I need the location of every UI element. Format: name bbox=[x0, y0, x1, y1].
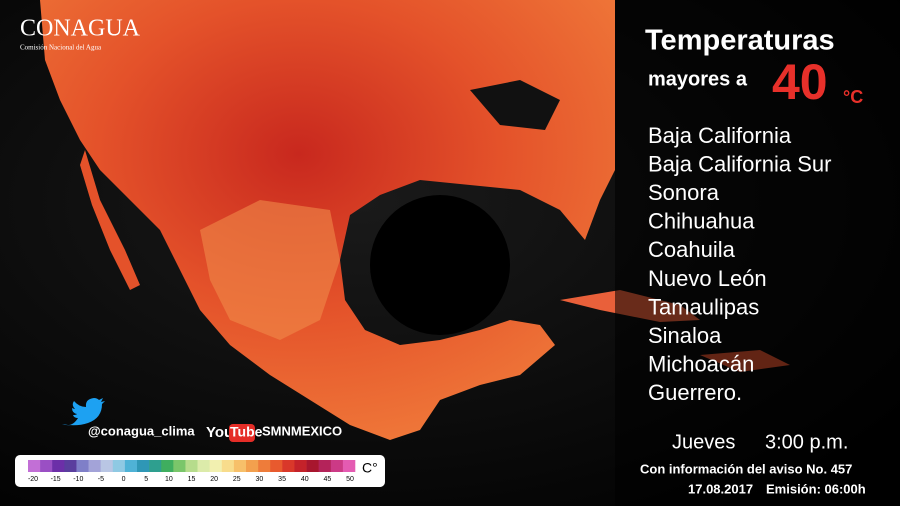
legend-swatch bbox=[40, 460, 53, 472]
legend-swatch bbox=[197, 460, 210, 472]
legend-swatch bbox=[330, 460, 344, 472]
date: 17.08.2017 bbox=[688, 481, 753, 496]
legend-tick: 15 bbox=[188, 476, 196, 483]
legend-swatch bbox=[246, 460, 259, 472]
state: Coahuila bbox=[648, 237, 736, 262]
legend-unit: C° bbox=[362, 460, 378, 476]
legend-swatch bbox=[282, 460, 295, 472]
legend-tick: 0 bbox=[122, 476, 126, 483]
twitter-icon bbox=[62, 398, 105, 426]
legend-tick: 5 bbox=[144, 476, 148, 483]
state: Guerrero. bbox=[648, 380, 742, 405]
youtube-box bbox=[229, 424, 255, 442]
legend-swatch bbox=[64, 460, 77, 472]
notice: Con información del aviso No. 457 bbox=[640, 461, 852, 476]
state: Tamaulipas bbox=[648, 294, 759, 319]
state: Sonora bbox=[648, 180, 720, 205]
info-panel bbox=[615, 0, 900, 506]
logo-subtitle: Comisión Nacional del Agua bbox=[20, 44, 102, 52]
legend-tick: 45 bbox=[323, 476, 331, 483]
state: Nuevo León bbox=[648, 266, 767, 291]
legend-swatch bbox=[185, 460, 198, 472]
legend-tick: -20 bbox=[28, 476, 38, 483]
legend-tick: 20 bbox=[210, 476, 218, 483]
legend-tick: 30 bbox=[256, 476, 264, 483]
legend-tick: -10 bbox=[73, 476, 83, 483]
legend-swatch bbox=[173, 460, 186, 472]
legend-swatch bbox=[76, 460, 89, 472]
legend-swatch bbox=[28, 460, 41, 472]
legend: -20 -15 -10 -5 0 5 10 15 20 25 30 35 40 45 50 bbox=[28, 460, 356, 483]
twitter-handle: @conagua_clima bbox=[88, 423, 195, 438]
state: Michoacán bbox=[648, 352, 754, 377]
state: Baja California Sur bbox=[648, 151, 831, 176]
legend-tick: 40 bbox=[301, 476, 309, 483]
state: Chihuahua bbox=[648, 209, 755, 234]
legend-swatch bbox=[52, 460, 65, 472]
legend-tick: 50 bbox=[346, 476, 354, 483]
time: 3:00 p.m. bbox=[765, 431, 848, 453]
legend-swatch bbox=[149, 460, 162, 472]
state: Sinaloa bbox=[648, 323, 722, 348]
legend-swatch bbox=[294, 460, 307, 472]
legend-swatch bbox=[258, 460, 271, 472]
youtube-you: You bbox=[206, 424, 233, 441]
state-list: Baja California Baja California Sur Sonora… bbox=[648, 123, 831, 405]
youtube-tube: Tube bbox=[230, 424, 263, 440]
heading-value: 40 bbox=[772, 54, 828, 110]
heading-line1: Temperaturas bbox=[645, 25, 835, 57]
logo-name: CONAGUA bbox=[20, 16, 141, 42]
legend-swatch bbox=[209, 460, 223, 472]
heading-line2: mayores a bbox=[648, 68, 748, 90]
map bbox=[40, 0, 790, 440]
day: Jueves bbox=[672, 431, 735, 453]
legend-swatch bbox=[342, 460, 356, 472]
legend-tick: -5 bbox=[98, 476, 104, 483]
emission: Emisión: 06:00h bbox=[766, 481, 866, 496]
legend-swatch bbox=[161, 460, 174, 472]
youtube-handle: SMNMEXICO bbox=[262, 423, 342, 438]
legend-swatch bbox=[100, 460, 114, 472]
legend-tick: 25 bbox=[233, 476, 241, 483]
legend-swatch bbox=[88, 460, 101, 472]
legend-swatch bbox=[112, 460, 126, 472]
legend-swatch bbox=[221, 460, 235, 472]
legend-swatch bbox=[270, 460, 283, 472]
legend-swatch bbox=[306, 460, 319, 472]
legend-tick: 35 bbox=[278, 476, 286, 483]
state: Baja California bbox=[648, 123, 792, 148]
heading-unit: °C bbox=[843, 87, 863, 107]
legend-tick: -15 bbox=[51, 476, 61, 483]
legend-swatch bbox=[124, 460, 138, 472]
legend-swatch bbox=[318, 460, 332, 472]
legend-swatch bbox=[233, 460, 247, 472]
legend-swatch bbox=[137, 460, 150, 472]
legend-tick: 10 bbox=[165, 476, 173, 483]
